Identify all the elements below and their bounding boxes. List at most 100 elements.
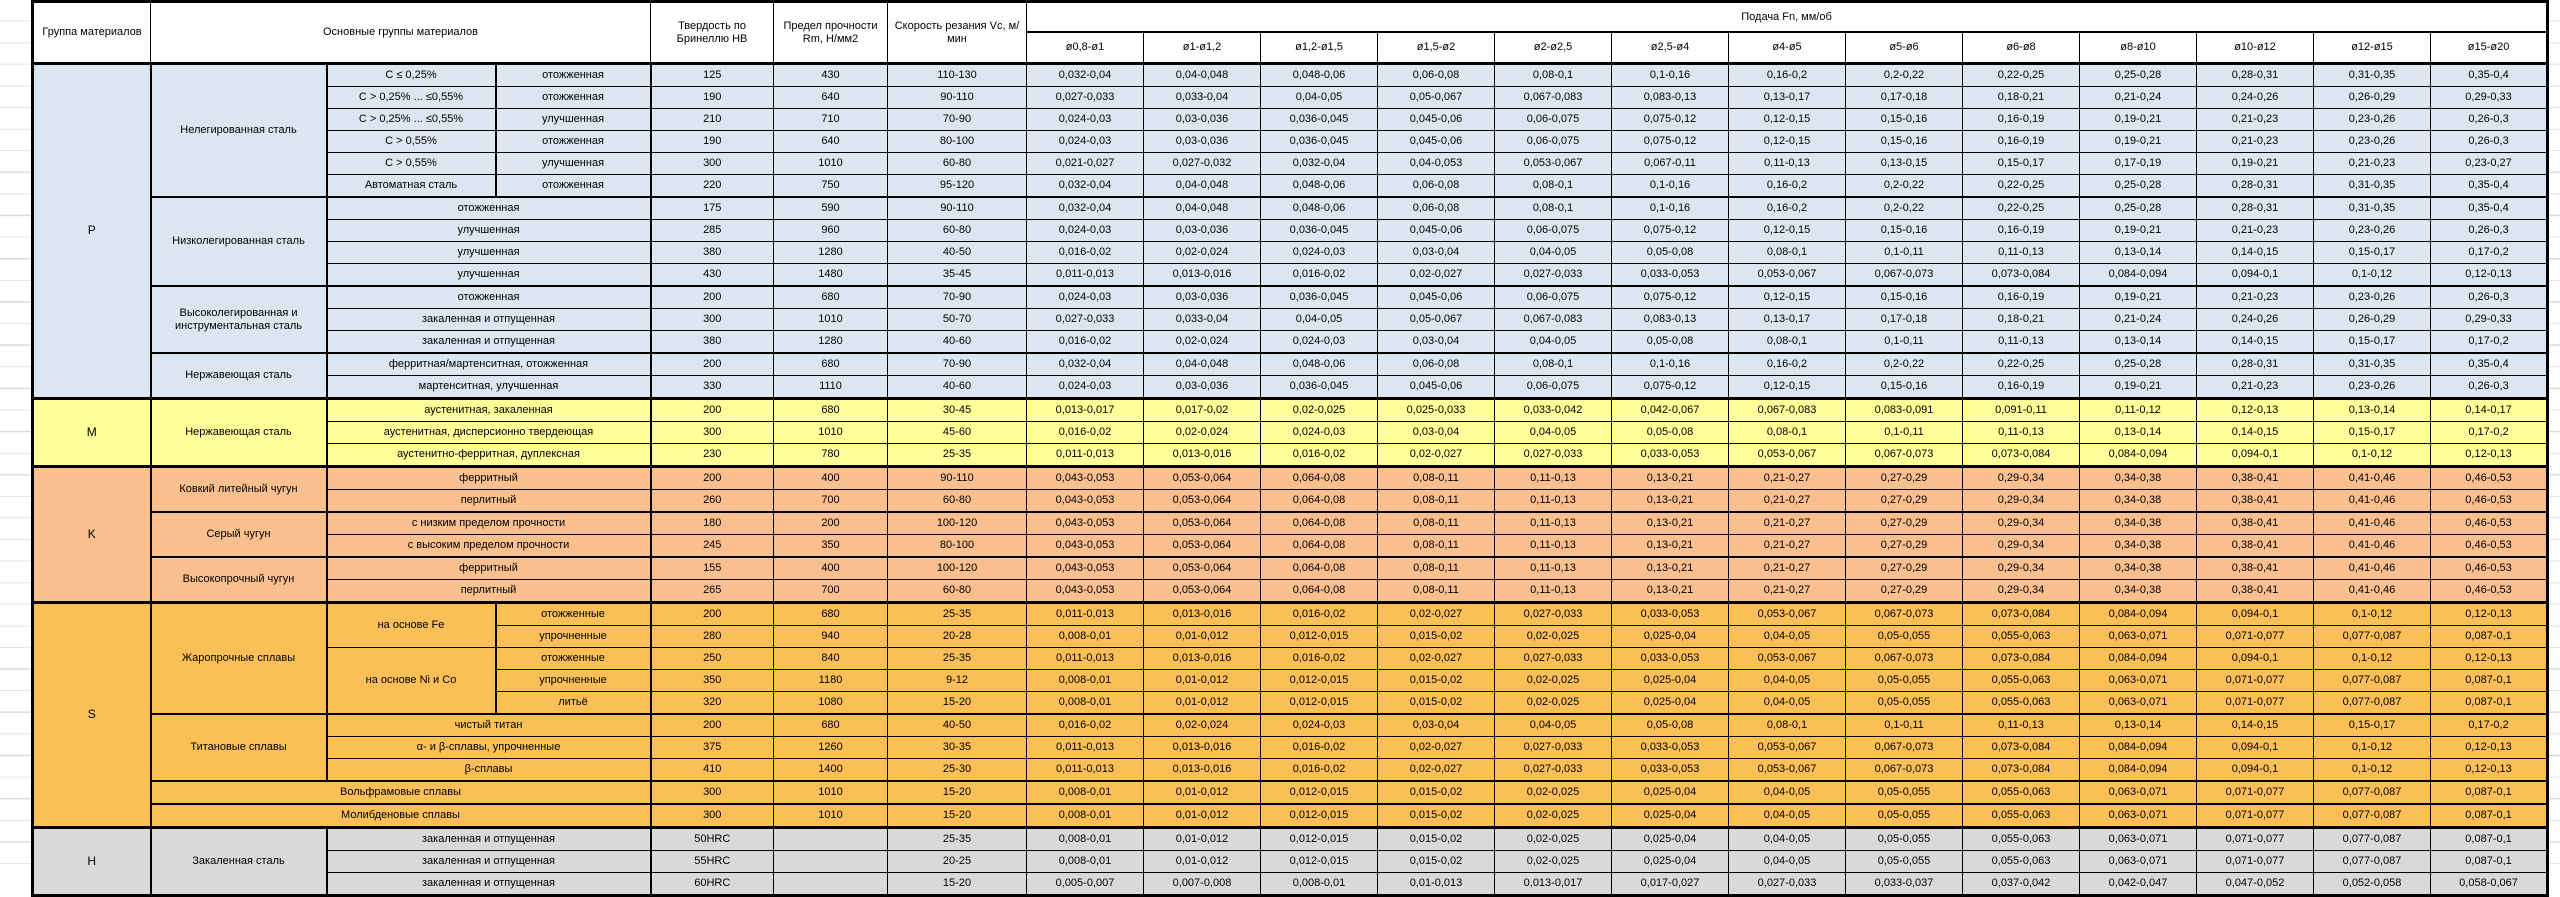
header-tensile-strength: Предел прочности Rm, Н/мм2	[773, 1, 888, 65]
feed-cell: 0,048-0,06	[1260, 352, 1378, 376]
feed-cell: 0,017-0,02	[1143, 397, 1261, 422]
feed-cell: 0,1-0,12	[2313, 443, 2431, 467]
table-row: Серый чугун с низким пределом прочности 18…	[33, 511, 2549, 558]
feed-cell: 0,35-0,4	[2429, 352, 2549, 376]
speed-cell: 15-20	[887, 872, 1027, 896]
feed-cell: 0,05-0,055	[1845, 780, 1963, 805]
feed-cell: 0,13-0,21	[1611, 465, 1729, 490]
hardness-cell: 280	[650, 625, 774, 648]
feed-cell: 0,077-0,087	[2313, 803, 2431, 828]
material-state-cell: отожженная	[494, 86, 652, 109]
feed-cell: 0,28-0,31	[2196, 174, 2314, 198]
feed-cell: 0,013-0,016	[1143, 736, 1261, 759]
hardness-cell: 190	[650, 130, 774, 153]
material-state-cell: β-сплавы	[325, 758, 652, 782]
feed-cell: 0,21-0,23	[2196, 219, 2314, 242]
feed-cell: 0,075-0,12	[1611, 219, 1729, 242]
feed-cell: 0,067-0,083	[1494, 308, 1612, 331]
table-row: Нержавеющая сталь ферритная/мартенситная,…	[33, 352, 2549, 399]
feed-cell: 0,17-0,18	[1845, 308, 1963, 331]
table-row: упрочненные 280 940 20-28 0,008-0,01 0,01-0,0…	[33, 625, 2549, 648]
material-state-cell: чистый титан	[325, 713, 652, 737]
table-row: β-сплавы 410 1400 25-30 0,011-0,013 0,013-0,0…	[33, 758, 2549, 782]
feed-cell: 0,083-0,13	[1611, 86, 1729, 109]
feed-cell: 0,073-0,084	[1962, 263, 2080, 287]
feed-cell: 0,21-0,23	[2313, 152, 2431, 175]
header-group-materials: Группа материалов	[32, 1, 151, 65]
feed-cell: 0,13-0,17	[1728, 86, 1846, 109]
feed-cell: 0,06-0,075	[1494, 285, 1612, 309]
feed-cell: 0,03-0,04	[1377, 421, 1495, 444]
hardness-cell: 175	[650, 196, 774, 220]
feed-cell: 0,024-0,03	[1260, 241, 1378, 264]
material-state-cell: отожженная	[494, 174, 652, 198]
feed-cell: 0,007-0,008	[1143, 872, 1261, 896]
feed-cell: 0,027-0,033	[1494, 736, 1612, 759]
feed-cell: 0,016-0,02	[1026, 241, 1144, 264]
feed-cell: 0,025-0,04	[1611, 780, 1729, 805]
speed-cell: 80-100	[887, 534, 1027, 558]
feed-cell: 0,35-0,4	[2429, 62, 2549, 87]
feed-cell: 0,033-0,053	[1611, 647, 1729, 670]
feed-cell: 0,04-0,05	[1728, 803, 1846, 828]
feed-cell: 0,027-0,032	[1143, 152, 1261, 175]
feed-cell: 0,037-0,042	[1962, 872, 2080, 896]
feed-cell: 0,01-0,012	[1143, 780, 1261, 805]
speed-cell: 40-50	[887, 713, 1027, 737]
speed-cell: 25-30	[887, 758, 1027, 782]
feed-cell: 0,1-0,11	[1845, 421, 1963, 444]
strength-cell	[773, 872, 888, 896]
feed-cell: 0,025-0,04	[1611, 691, 1729, 715]
material-state-cell: закаленная и отпущенная	[325, 872, 652, 896]
feed-cell: 0,08-0,11	[1377, 465, 1495, 490]
feed-cell: 0,012-0,015	[1260, 625, 1378, 648]
feed-cell: 0,043-0,053	[1026, 465, 1144, 490]
feed-cell: 0,027-0,033	[1494, 758, 1612, 782]
feed-cell: 0,05-0,067	[1377, 86, 1495, 109]
feed-cell: 0,38-0,41	[2196, 556, 2314, 580]
feed-cell: 0,043-0,053	[1026, 489, 1144, 513]
feed-cell: 0,055-0,063	[1962, 625, 2080, 648]
feed-cell: 0,053-0,067	[1728, 443, 1846, 467]
feed-cell: 0,077-0,087	[2313, 850, 2431, 873]
hardness-cell: 300	[650, 803, 774, 828]
feed-cell: 0,17-0,2	[2429, 713, 2549, 737]
feed-cell: 0,015-0,02	[1377, 850, 1495, 873]
feed-cell: 0,067-0,073	[1845, 443, 1963, 467]
feed-cell: 0,22-0,25	[1962, 196, 2080, 220]
hardness-cell: 200	[650, 397, 774, 422]
header-feed-diameter: ø15-ø20	[2429, 31, 2549, 65]
hardness-cell: 330	[650, 375, 774, 399]
table-row: P Нелегированная сталь C ≤ 0,25% отожженная…	[31, 62, 2549, 399]
group-letter-cell: S	[31, 601, 152, 828]
feed-cell: 0,12-0,15	[1728, 375, 1846, 399]
feed-cell: 0,036-0,045	[1260, 375, 1378, 399]
table-row: S Жаропрочные сплавы на основе Fe отожженны…	[31, 601, 2549, 828]
feed-cell: 0,067-0,083	[1494, 86, 1612, 109]
speed-cell: 60-80	[887, 219, 1027, 242]
feed-cell: 0,19-0,21	[2079, 375, 2197, 399]
feed-cell: 0,048-0,06	[1260, 196, 1378, 220]
feed-cell: 0,05-0,055	[1845, 850, 1963, 873]
feed-cell: 0,04-0,05	[1728, 850, 1846, 873]
feed-cell: 0,12-0,15	[1728, 108, 1846, 131]
feed-cell: 0,055-0,063	[1962, 803, 2080, 828]
feed-cell: 0,11-0,13	[1494, 465, 1612, 490]
feed-cell: 0,087-0,1	[2429, 691, 2549, 715]
feed-cell: 0,063-0,071	[2079, 625, 2197, 648]
material-state-cell: с высоким пределом прочности	[325, 534, 652, 558]
feed-cell: 0,016-0,02	[1260, 263, 1378, 287]
material-state-cell: отожженные	[494, 601, 652, 626]
speed-cell: 60-80	[887, 152, 1027, 175]
feed-cell: 0,08-0,1	[1494, 62, 1612, 87]
feed-rate-table: Группа материалов Основные группы матери…	[31, 0, 2550, 897]
feed-cell: 0,06-0,08	[1377, 196, 1495, 220]
feed-cell: 0,063-0,071	[2079, 669, 2197, 692]
feed-cell: 0,04-0,05	[1260, 308, 1378, 331]
feed-cell: 0,14-0,15	[2196, 241, 2314, 264]
material-state-cell: мартенситная, улучшенная	[325, 375, 652, 399]
feed-cell: 0,094-0,1	[2196, 736, 2314, 759]
strength-cell: 700	[773, 489, 888, 513]
feed-cell: 0,043-0,053	[1026, 534, 1144, 558]
speed-cell: 60-80	[887, 579, 1027, 603]
